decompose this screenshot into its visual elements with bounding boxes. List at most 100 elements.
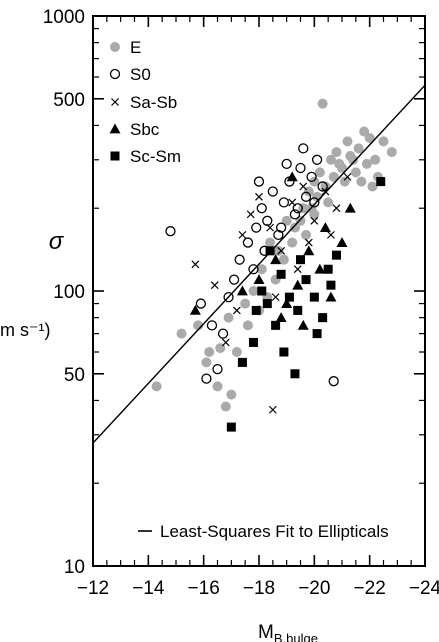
point-sc-sm — [262, 299, 272, 309]
point-sbc — [189, 304, 201, 315]
point-s0 — [267, 186, 278, 197]
legend-label-e: E — [130, 38, 141, 57]
point-s0 — [300, 191, 312, 202]
point-e — [367, 181, 378, 192]
point-e — [301, 229, 312, 240]
point-e — [309, 176, 320, 187]
point-sa-sb — [266, 223, 274, 232]
point-sa-sb — [255, 192, 263, 201]
legend-marker-sa-sb — [111, 98, 119, 106]
point-e — [353, 143, 364, 154]
point-e — [356, 176, 367, 187]
point-e — [323, 197, 334, 208]
point-sc-sm — [331, 250, 341, 260]
point-sbc — [297, 319, 309, 330]
point-s0 — [306, 171, 317, 183]
point-e — [331, 147, 342, 158]
point-e — [151, 381, 162, 392]
point-sbc — [270, 254, 282, 265]
x-tick-label: −16 — [188, 578, 220, 599]
point-sbc — [303, 245, 315, 256]
point-e — [386, 147, 397, 158]
point-sa-sb — [304, 238, 313, 247]
data-points — [151, 98, 397, 432]
point-s0 — [262, 215, 273, 226]
x-tick-label: −12 — [77, 578, 109, 599]
point-sa-sb — [210, 281, 219, 290]
point-sc-sm — [290, 369, 300, 379]
point-sc-sm — [276, 269, 286, 279]
point-sbc — [314, 263, 326, 274]
point-s0 — [253, 176, 265, 187]
point-s0 — [289, 209, 301, 220]
point-sc-sm — [257, 286, 267, 296]
point-s0 — [223, 291, 234, 303]
point-e — [176, 328, 187, 339]
point-sc-sm — [271, 320, 281, 330]
point-sc-sm — [293, 305, 303, 315]
point-sbc — [344, 202, 356, 213]
point-s0 — [248, 264, 259, 275]
point-sbc — [325, 291, 337, 302]
y-tick-label: 50 — [64, 365, 85, 386]
legend-marker-e — [110, 42, 120, 52]
point-sa-sb — [293, 265, 302, 274]
point-sc-sm — [251, 305, 261, 315]
point-s0 — [311, 154, 323, 165]
point-s0 — [206, 320, 218, 331]
point-s0 — [212, 363, 223, 375]
point-e — [201, 357, 212, 368]
point-s0 — [273, 229, 284, 241]
point-sa-sb — [221, 338, 230, 347]
point-s0 — [292, 203, 303, 214]
point-e — [204, 347, 215, 358]
point-e — [339, 176, 350, 187]
point-sc-sm — [279, 347, 289, 357]
legend-label-sc-sm: Sc-Sm — [130, 147, 181, 166]
point-sa-sb — [327, 230, 335, 239]
point-s0 — [328, 376, 339, 387]
x-axis-label-sub: B,bulge — [274, 631, 318, 642]
point-s0 — [228, 274, 240, 285]
point-sbc — [286, 171, 298, 182]
point-s0 — [217, 328, 229, 339]
point-sc-sm — [326, 280, 336, 290]
point-sc-sm — [284, 292, 294, 302]
point-sc-sm — [248, 337, 258, 347]
point-sa-sb — [332, 204, 341, 213]
point-e — [212, 381, 223, 392]
point-s0 — [195, 298, 207, 309]
legend-marker-sbc — [109, 123, 121, 134]
point-sc-sm — [376, 177, 386, 187]
point-e — [295, 215, 306, 226]
point-sc-sm — [323, 264, 333, 274]
point-s0 — [256, 203, 267, 214]
point-sc-sm — [318, 313, 328, 323]
point-sa-sb — [268, 405, 277, 414]
legend-marker-s0 — [109, 68, 121, 80]
point-sc-sm — [296, 255, 305, 265]
point-e — [220, 401, 231, 412]
point-e — [240, 298, 251, 309]
point-e — [328, 171, 339, 182]
point-sc-sm — [301, 275, 311, 285]
point-e — [226, 389, 237, 400]
x-tick-label: −14 — [132, 578, 165, 599]
point-e — [223, 312, 234, 323]
point-s0 — [251, 222, 262, 233]
point-sbc — [275, 312, 287, 323]
point-sa-sb — [238, 230, 247, 239]
point-e — [342, 136, 353, 147]
fit-legend-label: Least-Squares Fit to Ellipticals — [160, 522, 389, 541]
point-s0 — [317, 181, 328, 192]
legend-label-sbc: Sbc — [130, 120, 160, 139]
point-e — [278, 254, 289, 265]
point-s0 — [242, 237, 254, 248]
y-axis-units: m s⁻¹) — [0, 320, 50, 340]
point-sa-sb — [271, 293, 280, 302]
point-s0 — [201, 373, 212, 384]
point-e — [378, 136, 389, 147]
fit-line — [93, 84, 425, 444]
point-sbc — [319, 222, 331, 233]
point-sa-sb — [343, 172, 352, 181]
